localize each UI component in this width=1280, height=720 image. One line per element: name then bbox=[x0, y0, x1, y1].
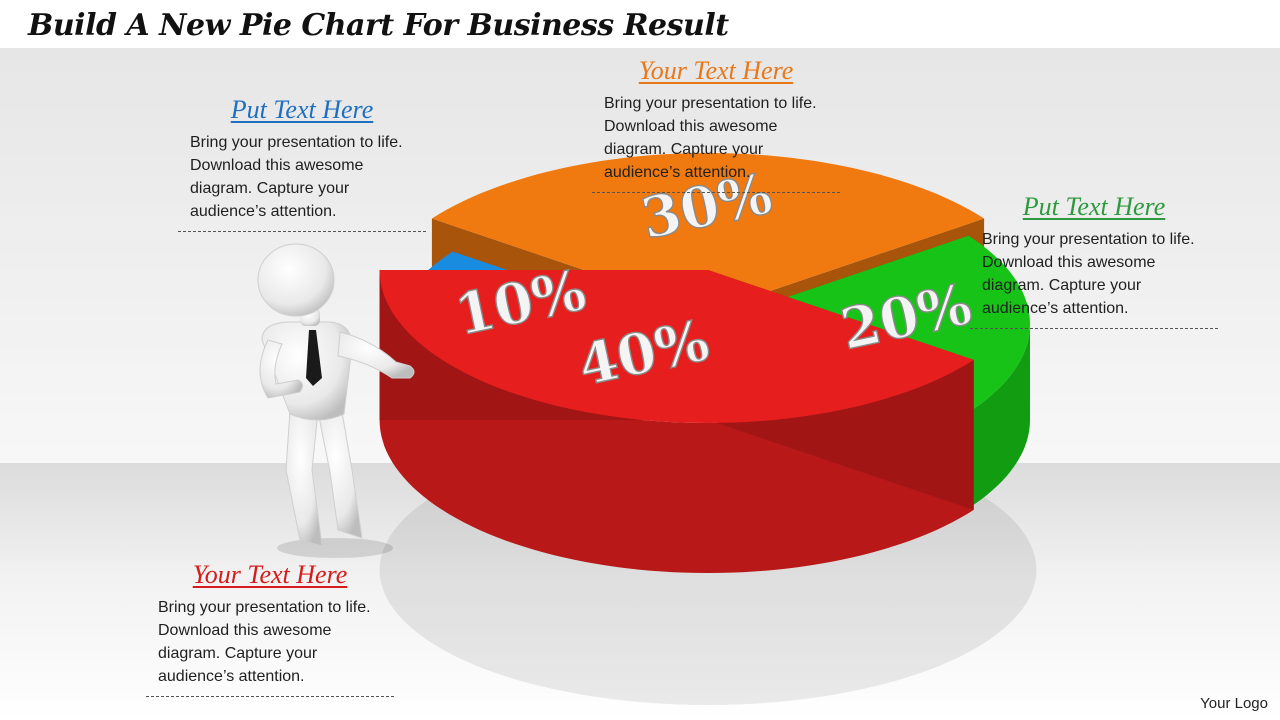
callout-body: Bring your presentation to life. Downloa… bbox=[982, 231, 1195, 317]
callout-orange: Your Text Here Bring your presentation t… bbox=[592, 56, 840, 193]
callout-heading: Your Text Here bbox=[638, 56, 794, 85]
callout-heading: Put Text Here bbox=[230, 95, 374, 124]
pie-slice-40-percent bbox=[379, 270, 974, 573]
callout-body: Bring your presentation to life. Downloa… bbox=[604, 95, 817, 181]
callout-divider bbox=[970, 328, 1218, 329]
slide-title: Build A New Pie Chart For Business Resul… bbox=[28, 8, 729, 43]
pie-slice-side bbox=[968, 324, 1030, 509]
callout-heading: Your Text Here bbox=[192, 560, 348, 589]
logo-text: Your Logo bbox=[1200, 695, 1268, 712]
callout-body: Bring your presentation to life. Downloa… bbox=[158, 599, 371, 685]
callout-green: Put Text Here Bring your presentation to… bbox=[970, 192, 1218, 329]
callout-red: Your Text Here Bring your presentation t… bbox=[146, 560, 394, 697]
callout-divider bbox=[146, 696, 394, 697]
pie-data-label: 30% bbox=[636, 161, 778, 253]
callout-body: Bring your presentation to life. Downloa… bbox=[190, 134, 403, 220]
callout-divider bbox=[178, 231, 426, 232]
callout-heading: Put Text Here bbox=[1022, 192, 1166, 221]
pie-slice-side bbox=[379, 270, 974, 573]
callout-blue: Put Text Here Bring your presentation to… bbox=[178, 95, 426, 232]
pie-slice-top bbox=[379, 270, 974, 423]
callout-divider bbox=[592, 192, 840, 193]
pie-slice-top bbox=[431, 153, 985, 312]
